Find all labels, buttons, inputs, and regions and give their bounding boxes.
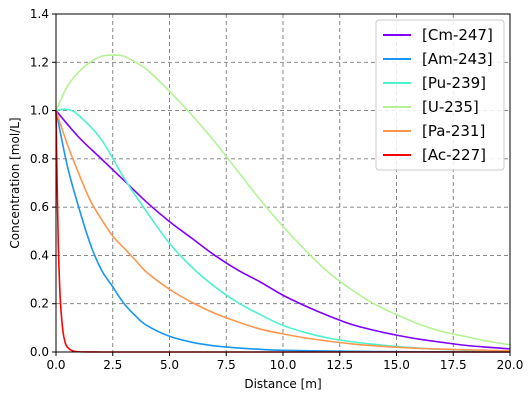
y-tick-label: 1.0	[30, 104, 49, 118]
x-tick-label: 12.5	[326, 358, 353, 372]
y-tick-label: 1.4	[30, 7, 49, 21]
y-tick-label: 0.2	[30, 297, 49, 311]
legend-box	[375, 19, 505, 171]
legend-label: [U-235]	[422, 98, 479, 116]
legend-label: [Ac-227]	[422, 146, 486, 164]
series-lines	[55, 54, 511, 353]
legend-label: [Cm-247]	[422, 26, 493, 44]
legend-label: [Pu-239]	[422, 74, 486, 92]
legend-label: [Am-243]	[422, 50, 493, 68]
legend: [Cm-247] [Am-243] [Pu-239] [U-235] [Pa-231] […	[375, 19, 505, 171]
y-tick-label: 0.4	[30, 248, 49, 262]
x-tick-label: 0.0	[46, 358, 65, 372]
x-tick-label: 5.0	[160, 358, 179, 372]
x-tick-label: 20.0	[497, 358, 524, 372]
x-tick-label: 15.0	[383, 358, 410, 372]
x-tick-label: 10.0	[270, 358, 297, 372]
y-tick-label: 1.2	[30, 55, 49, 69]
x-tick-label: 17.5	[440, 358, 467, 372]
y-tick-label: 0.8	[30, 152, 49, 166]
x-tick-label: 7.5	[217, 358, 236, 372]
series-line-4	[55, 110, 511, 352]
x-axis-label: Distance [m]	[244, 377, 321, 391]
y-tick-label: 0.0	[30, 345, 49, 359]
legend-label: [Pa-231]	[422, 122, 485, 140]
series-line-3	[55, 54, 511, 346]
axis-ticks: 0.0 2.5 5.0 7.5 10.0 12.5 15.0 17.5 20.0 0.0 0.2 0.…	[30, 7, 523, 372]
x-tick-label: 2.5	[103, 358, 122, 372]
y-tick-label: 0.6	[30, 200, 49, 214]
y-axis-label: Concentration [mol/L]	[8, 117, 22, 248]
